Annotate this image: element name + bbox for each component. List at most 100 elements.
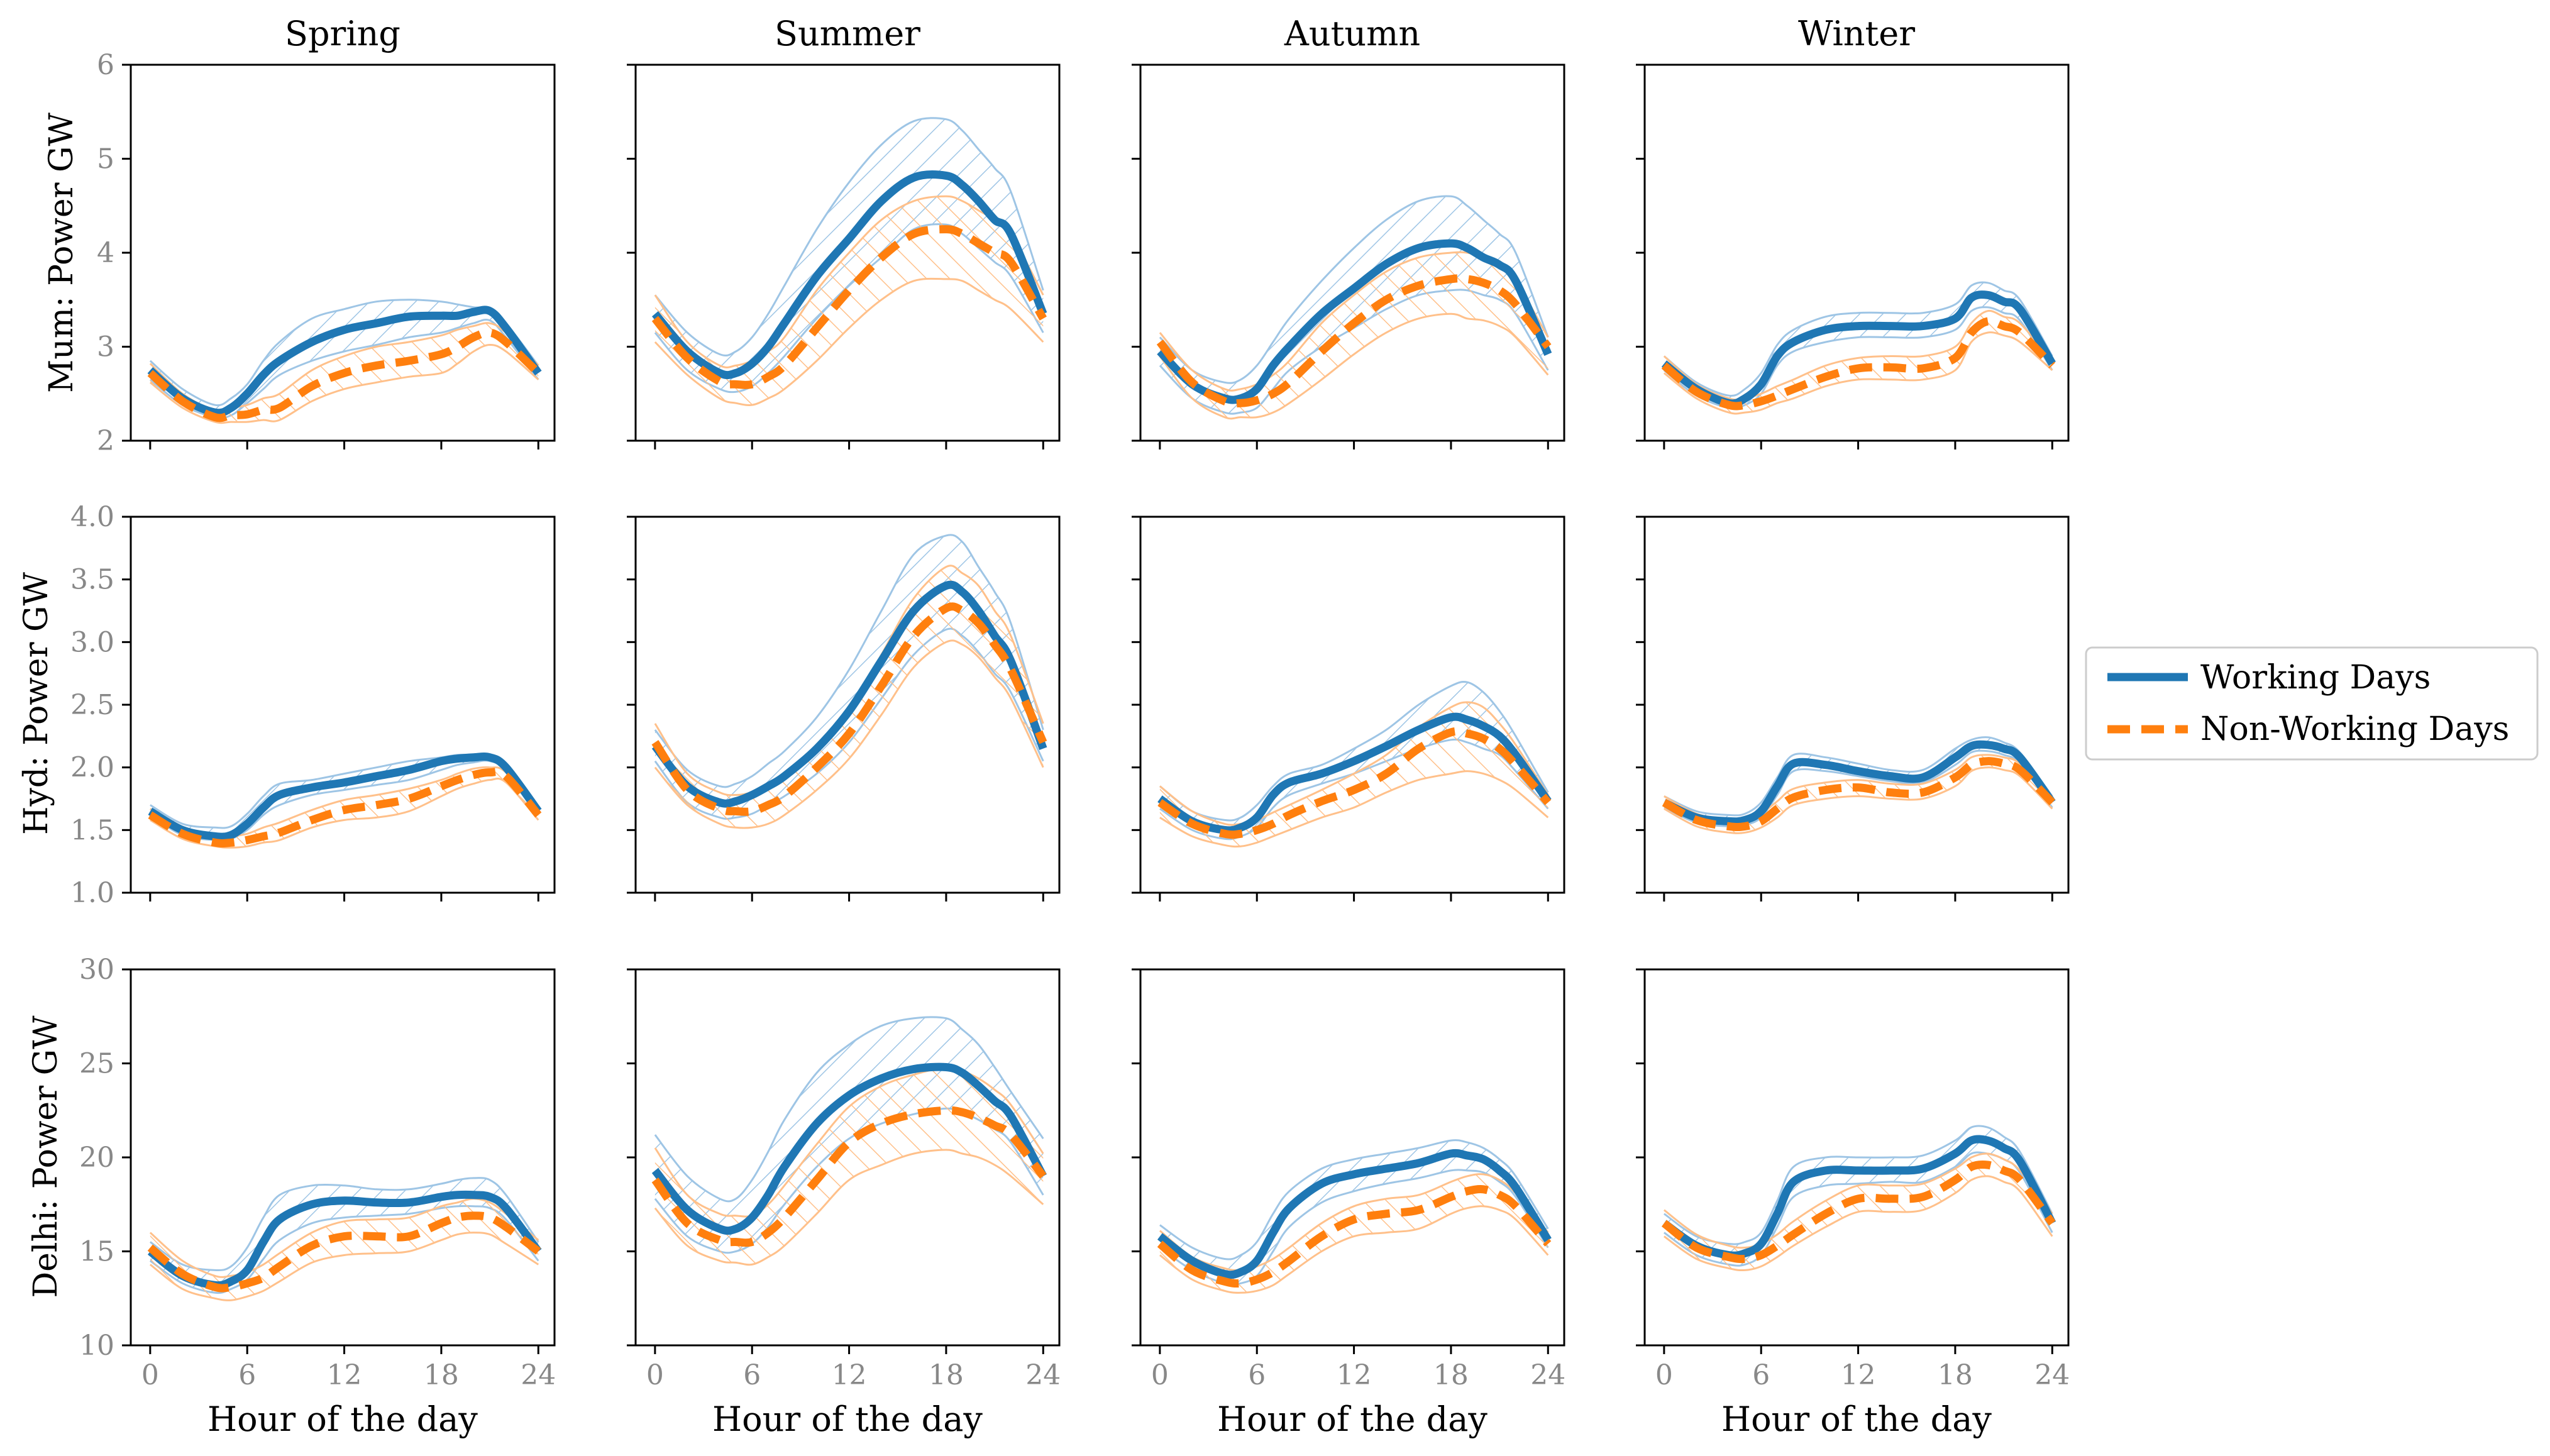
column-titles: Spring Summer Autumn Winter <box>285 14 1915 53</box>
panel-delhi-winter: 0 6 12 18 24 <box>1636 968 2070 1391</box>
x-tick-label: 12 <box>1337 1359 1372 1391</box>
legend: Working Days Non-Working Days <box>2085 646 2539 761</box>
nonworking-band-upper <box>149 1198 539 1278</box>
col-title-summer: Summer <box>775 14 920 53</box>
axes-frame <box>1643 63 2070 442</box>
x-tick-label: 12 <box>832 1359 867 1391</box>
nonworking-band <box>1159 252 1548 419</box>
x-tick-label: 6 <box>743 1359 761 1391</box>
non-working-days-line <box>651 1106 1047 1247</box>
row-label-hyd: Hyd: Power GW <box>18 571 55 834</box>
x-tick-label: 12 <box>1841 1359 1876 1391</box>
legend-label-nonworking: Non-Working Days <box>2200 710 2509 748</box>
non-working-days-line <box>148 768 542 847</box>
x-tick-label: 24 <box>2034 1359 2070 1391</box>
x-tick-label: 0 <box>1151 1359 1169 1391</box>
nonworking-band-lower <box>1663 331 2053 415</box>
non-working-days-line <box>147 1211 541 1293</box>
x-tick-label: 24 <box>521 1359 556 1391</box>
x-tick-label: 18 <box>1433 1359 1469 1391</box>
panel-mum-autumn <box>1132 63 1565 449</box>
nonworking-band-lower <box>149 1232 539 1301</box>
nonworking-band-upper <box>1663 1152 2053 1249</box>
col-title-spring: Spring <box>285 14 400 53</box>
non-working-days-line <box>1157 727 1552 839</box>
axes-frame <box>1139 968 1565 1347</box>
y-tick-label: 4 <box>97 237 114 269</box>
panel-mum-spring: 2 3 4 5 6 <box>97 49 556 457</box>
col-title-autumn: Autumn <box>1284 14 1420 53</box>
nonworking-band <box>654 196 1044 405</box>
plot-area <box>1661 281 2056 415</box>
working-days-line <box>1157 1149 1552 1279</box>
x-axis-labels: Hour of the day Hour of the day Hour of … <box>207 1399 1992 1439</box>
working-band-upper <box>654 1016 1044 1203</box>
panel-hyd-autumn <box>1132 516 1565 902</box>
row-label-delhi: Delhi: Power GW <box>27 1015 65 1298</box>
y-tick-label: 2 <box>97 425 114 457</box>
working-days-line <box>651 580 1047 808</box>
x-tick-label: 0 <box>1655 1359 1673 1391</box>
y-tick-label: 2.5 <box>70 689 114 721</box>
y-tick-label: 10 <box>79 1330 114 1362</box>
panel-mum-winter <box>1636 63 2070 449</box>
nonworking-band-lower <box>149 343 539 424</box>
working-band-upper <box>1663 281 2053 397</box>
xlabel-autumn: Hour of the day <box>1217 1399 1488 1439</box>
plot-area <box>651 117 1047 406</box>
axes-frame <box>1643 516 2070 894</box>
working-days-line <box>147 306 542 417</box>
nonworking-band <box>1664 311 2053 414</box>
nonworking-band-lower <box>1159 1205 1549 1294</box>
plot-area <box>147 1177 542 1301</box>
working-days-line <box>1661 290 2056 408</box>
plot-area <box>1661 1125 2056 1272</box>
xlabel-winter: Hour of the day <box>1721 1399 1992 1439</box>
plot-area <box>651 534 1047 829</box>
nonworking-band <box>654 565 1044 829</box>
xlabel-spring: Hour of the day <box>207 1399 478 1439</box>
nonworking-band-lower <box>654 277 1044 406</box>
non-working-days-line <box>651 602 1047 816</box>
y-tick-label: 2.0 <box>70 752 114 784</box>
nonworking-band <box>1159 1174 1548 1293</box>
working-days-line <box>148 752 542 841</box>
x-tick-label: 12 <box>327 1359 362 1391</box>
x-tick-label: 6 <box>238 1359 256 1391</box>
working-band-upper <box>654 534 1044 788</box>
nonworking-band-upper <box>1159 701 1549 826</box>
working-days-line <box>651 170 1047 380</box>
non-working-days-line <box>1157 1185 1552 1288</box>
x-tick-label: 6 <box>1248 1359 1266 1391</box>
working-band-upper <box>150 1177 539 1272</box>
x-tick-label: 18 <box>424 1359 459 1391</box>
y-tick-label: 15 <box>79 1236 114 1268</box>
legend-frame <box>2085 646 2539 761</box>
working-band <box>1664 1125 2053 1266</box>
y-tick-label: 1.5 <box>70 814 114 846</box>
nonworking-band-lower <box>1159 770 1549 848</box>
plot-area <box>1662 736 2056 834</box>
panel-grid: 2 3 4 5 6 1.0 1.5 2.0 2.5 3.0 3.5 4.0 0 6 12 18 24 10 15 20… <box>70 49 2070 1391</box>
y-tick-label: 3.5 <box>70 564 114 596</box>
y-tick-label: 4.0 <box>70 501 114 533</box>
row-label-mum: Mum: Power GW <box>43 112 80 392</box>
x-tick-label: 0 <box>141 1359 159 1391</box>
plot-area <box>148 752 542 849</box>
y-tick-label: 5 <box>97 143 114 175</box>
working-days-line <box>1662 1135 2056 1260</box>
y-tick-label: 3.0 <box>70 626 114 658</box>
plot-area <box>1157 681 1552 848</box>
panel-hyd-spring: 1.0 1.5 2.0 2.5 3.0 3.5 4.0 <box>70 501 556 909</box>
nonworking-band-lower <box>654 1149 1044 1266</box>
working-band-upper <box>654 117 1044 356</box>
plot-area <box>651 1016 1047 1266</box>
x-tick-label: 24 <box>1025 1359 1061 1391</box>
nonworking-band-lower <box>1664 766 2053 834</box>
y-tick-label: 25 <box>79 1048 114 1080</box>
working-days-line <box>651 1062 1047 1235</box>
panel-hyd-winter <box>1636 516 2070 902</box>
nonworking-band-lower <box>1159 312 1549 420</box>
y-tick-label: 1.0 <box>70 877 114 909</box>
